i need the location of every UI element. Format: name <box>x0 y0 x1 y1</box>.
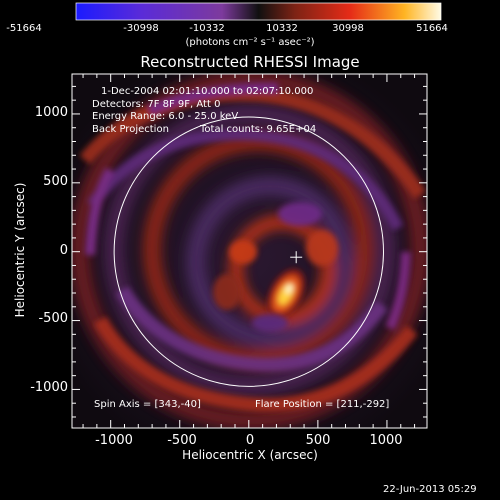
colorbar-tick-label: 30998 <box>332 23 364 34</box>
flare-position-label: Flare Position = [211,-292] <box>255 399 390 410</box>
y-tick-label: -1000 <box>30 380 68 395</box>
colorbar-tick-label: -10332 <box>189 23 225 34</box>
y-tick-label: -500 <box>38 311 68 326</box>
x-axis-label: Heliocentric X (arcsec) <box>182 448 318 462</box>
colorbar-tick-label: 10332 <box>266 23 298 34</box>
colorbar-tick-label: -30998 <box>123 23 159 34</box>
axis-ticks <box>72 74 427 428</box>
x-tick-label: -500 <box>167 433 197 448</box>
x-tick-label: 500 <box>305 433 331 448</box>
y-tick-label: 1000 <box>34 105 68 120</box>
spin-axis-label: Spin Axis = [343,-40] <box>94 399 201 410</box>
total-counts: Total counts: 9.65E+04 <box>200 124 317 135</box>
y-axis-label: Heliocentric Y (arcsec) <box>13 182 27 318</box>
x-tick-label: 0 <box>245 433 255 448</box>
plot-title: Reconstructed RHESSI Image <box>140 53 360 71</box>
colorbar-units: (photons cm⁻² s⁻¹ asec⁻²) <box>185 37 315 48</box>
render-timestamp: 22-Jun-2013 05:29 <box>383 484 477 495</box>
spin-axis-marker <box>290 251 303 264</box>
colorbar <box>75 2 442 21</box>
detectors-info: Detectors: 7F 8F 9F, Att 0 <box>92 99 221 110</box>
plot-frame <box>71 73 428 429</box>
observation-time: 1-Dec-2004 02:01:10.000 to 02:07:10.000 <box>101 86 314 97</box>
colorbar-tick-label: -51664 <box>6 23 42 34</box>
back-projection-label: Back Projection <box>92 124 169 135</box>
y-tick-label: 0 <box>59 243 68 258</box>
x-tick-label: -1000 <box>95 433 133 448</box>
x-tick-label: 1000 <box>369 433 403 448</box>
reconstructed-image <box>72 74 427 428</box>
y-tick-label: 500 <box>43 174 68 189</box>
solar-limb-circle <box>113 116 384 387</box>
energy-range-info: Energy Range: 6.0 - 25.0 keV <box>92 111 239 122</box>
colorbar-tick-label: 51664 <box>416 23 448 34</box>
